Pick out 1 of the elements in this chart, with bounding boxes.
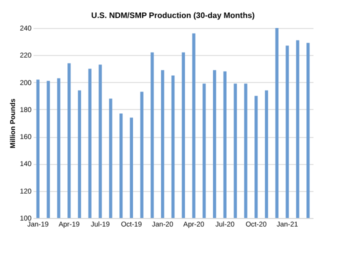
chart-title: U.S. NDM/SMP Production (30-day Months)	[91, 11, 256, 20]
